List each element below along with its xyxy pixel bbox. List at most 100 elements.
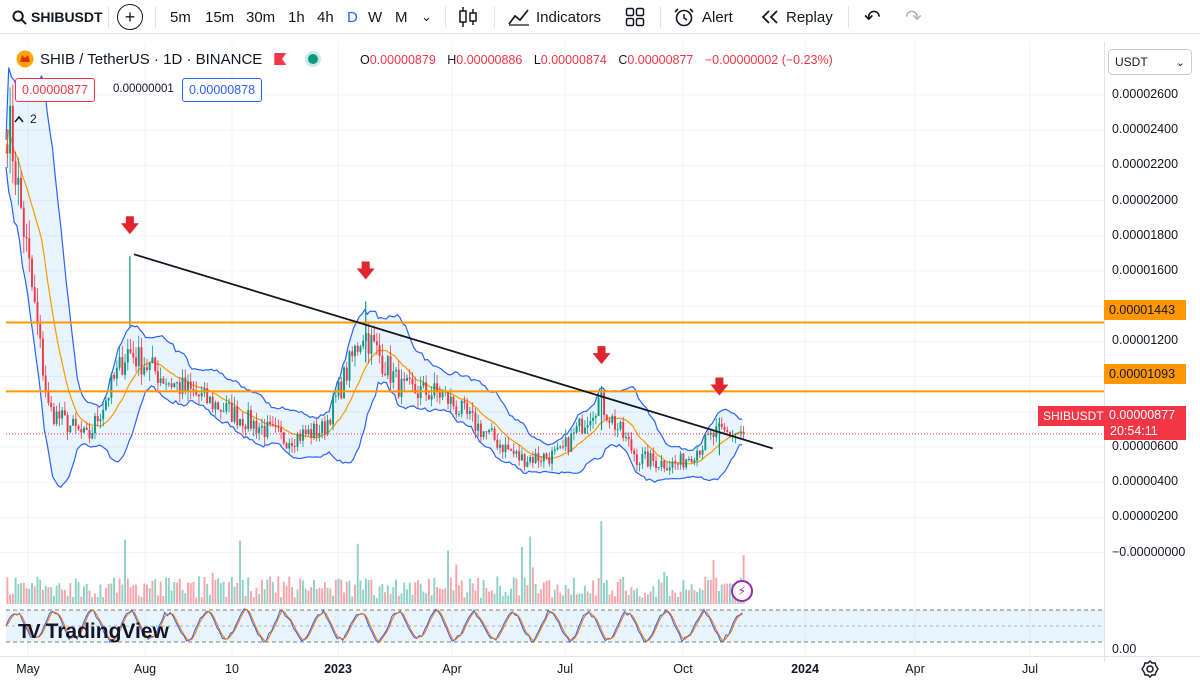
interval-4h[interactable]: 4h [317,8,334,26]
candle-body [162,378,165,384]
currency-select[interactable]: USDT ⌄ [1108,49,1192,75]
candle-body [556,447,559,450]
volume-bar [296,589,299,604]
candle-body [151,357,154,363]
candle-body [507,444,510,450]
interval-15m[interactable]: 15m [205,8,235,26]
undo-icon[interactable]: ↶ [864,6,881,29]
volume-bar [148,588,151,604]
candle-body [31,258,33,288]
candle-body [389,356,392,383]
candle-body [277,426,280,428]
volume-bar [635,588,638,604]
chevron-down-icon: ⌄ [1175,56,1185,69]
layouts-button[interactable] [625,0,645,34]
interval-1h[interactable]: 1h [288,8,305,26]
candle-body [77,426,80,430]
interval-1w[interactable]: W [368,8,383,26]
candle-body [22,207,25,237]
volume-bar [137,595,140,604]
candle-body [488,429,491,433]
add-symbol-button[interactable]: + [117,0,143,34]
redo-icon[interactable]: ↷ [905,6,922,29]
volume-bar [603,582,606,604]
volume-bar [50,587,53,604]
volume-bar [332,595,335,604]
sell-button[interactable]: 0.00000877 [15,78,96,102]
candle-body [471,411,474,413]
chevron-down-icon[interactable]: ⌄ [421,9,432,24]
volume-bar [474,590,477,604]
interval-1d[interactable]: D [347,8,358,26]
candle-body [685,459,688,468]
volume-bar [608,594,611,604]
chart-title: SHIB / TetherUS · 1D · BINANCE [40,50,263,68]
volume-bar [165,577,168,604]
candles [6,84,745,475]
volume-bar [364,578,367,604]
candle-body [370,335,373,354]
volume-bar [600,521,603,604]
lightning-icon[interactable]: ⚡ [731,580,753,602]
open-value: 0.00000879 [369,53,436,67]
candle-body [490,428,493,430]
chart-canvas[interactable] [0,42,1200,686]
price-axis[interactable] [1104,42,1200,662]
candle-body [614,416,616,430]
replay-button[interactable]: Replay [760,0,833,34]
volume-bar [252,597,255,604]
settings-icon[interactable] [1141,660,1161,680]
candle-body [337,381,340,396]
candle-body [575,426,578,433]
candle-body [66,415,69,433]
volume-bar [701,590,704,604]
volume-bar [200,597,203,604]
volume-bar [441,589,444,604]
candle-body [474,412,477,431]
candle-body [285,443,288,449]
volume-bar [354,584,356,604]
candle-body [693,460,696,463]
candle-body [302,429,304,441]
volume-bar [433,577,436,604]
interval-1m[interactable]: M [395,8,408,26]
volume-bar [720,584,723,604]
chart-type-button[interactable] [458,0,478,34]
candle-body [329,419,332,425]
volume-bar [225,596,228,604]
volume-bar [526,584,529,604]
time-axis[interactable] [0,656,1200,686]
candle-body [263,425,266,437]
divider [445,6,446,28]
buy-button[interactable]: 0.00000878 [182,78,263,102]
chart-grid [0,42,1104,656]
volume-bar [674,592,677,604]
oscillator-tick: 0.00 [1112,642,1137,656]
interval-5m[interactable]: 5m [170,8,191,26]
indicators-button[interactable]: Indicators [508,0,601,34]
volume-bar [430,595,433,604]
collapse-indicators-button[interactable]: 2 [14,112,37,126]
volume-bar [55,585,58,604]
interval-30m[interactable]: 30m [246,8,276,26]
candle-body [581,418,584,434]
chart-panel[interactable]: SHIB / TetherUS · 1D · BINANCE O0.000008… [0,42,1200,686]
candle-body [583,427,586,434]
alert-button[interactable]: Alert [673,0,733,34]
volume-bar [277,576,280,604]
volume-bar [641,597,644,604]
candle-body [266,421,269,437]
time-tick-label: Apr [442,662,462,676]
volume-bar [583,585,586,604]
candle-body [88,430,91,439]
volume-bar [39,579,42,604]
flag-icon[interactable] [274,53,287,65]
candle-body [167,383,170,385]
tradingview-logo[interactable]: TV TradingView [18,620,169,644]
candle-body [712,432,715,438]
symbol-search[interactable]: SHIBUSDT [12,0,103,34]
candle-body [228,402,231,404]
volume-bar [592,580,595,604]
candle-body [594,415,597,418]
candle-body [288,443,291,449]
